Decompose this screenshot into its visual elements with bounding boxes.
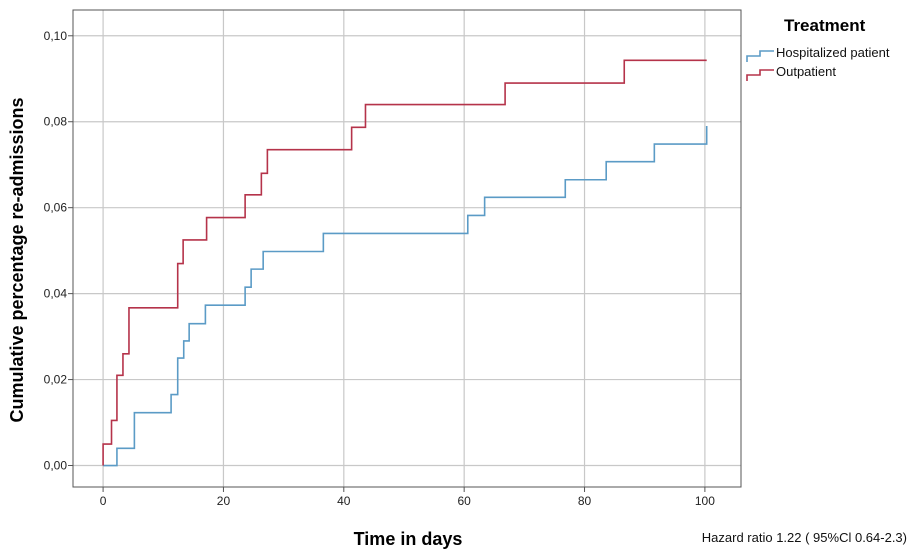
y-tick-label: 0,02 (44, 373, 68, 387)
legend-label: Hospitalized patient (776, 45, 890, 60)
y-tick-label: 0,10 (44, 29, 68, 43)
x-tick-label: 80 (578, 494, 592, 508)
x-axis-ticks: 0 20 40 60 80 100 (100, 487, 715, 508)
legend-swatch (746, 69, 774, 81)
series-lines (102, 59, 708, 467)
plot-frame (72, 9, 742, 488)
legend-title: Treatment (784, 16, 866, 35)
x-tick-label: 20 (217, 494, 231, 508)
x-tick-label: 0 (100, 494, 107, 508)
hazard-ratio-note: Hazard ratio 1.22 ( 95%Cl 0.64-2.3) (702, 530, 907, 545)
legend-swatch (746, 50, 774, 62)
grid (73, 10, 741, 487)
y-tick-label: 0,04 (44, 287, 68, 301)
x-tick-label: 60 (457, 494, 471, 508)
legend-label: Outpatient (776, 64, 836, 79)
y-axis-title: Cumulative percentage re-admissions (7, 97, 27, 422)
series-line-outpatient (102, 59, 707, 466)
y-tick-label: 0,08 (44, 115, 68, 129)
x-tick-label: 40 (337, 494, 351, 508)
x-axis-title: Time in days (354, 529, 463, 549)
legend: Treatment Hospitalized patient Outpatient (746, 16, 890, 81)
y-axis-ticks: 0,00 0,02 0,04 0,06 0,08 0,10 (44, 29, 73, 473)
y-tick-label: 0,06 (44, 201, 68, 215)
x-tick-label: 100 (695, 494, 715, 508)
series-line-hospitalized (103, 126, 708, 467)
y-tick-label: 0,00 (44, 459, 68, 473)
